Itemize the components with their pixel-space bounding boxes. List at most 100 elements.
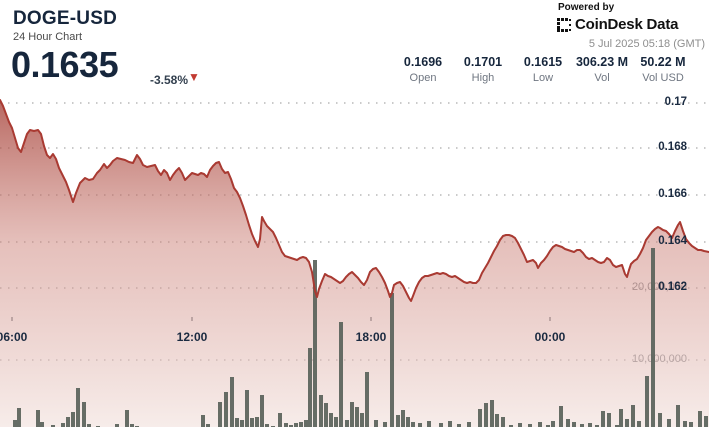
stat-vol-usd-label: Vol USD <box>642 72 684 84</box>
volume-bar <box>365 372 369 427</box>
y-axis-price-label: 0.17 <box>664 96 687 108</box>
volume-bar <box>13 420 17 427</box>
volume-bar <box>619 409 623 427</box>
volume-bar <box>61 423 65 427</box>
volume-bar <box>383 422 387 427</box>
volume-bar <box>76 388 80 427</box>
volume-bar <box>115 424 119 427</box>
coindesk-logo-icon <box>557 17 571 32</box>
stat-vol-usd: 50.22 M Vol USD <box>640 55 685 84</box>
volume-bar <box>607 413 611 427</box>
volume-bar <box>87 424 91 427</box>
volume-bar <box>355 407 359 427</box>
volume-bar <box>546 425 550 427</box>
stat-low: 0.1615 Low <box>524 55 562 84</box>
volume-bar <box>631 405 635 427</box>
stat-vol: 306.23 M Vol <box>576 55 628 84</box>
volume-bar <box>284 423 288 427</box>
price-change-percent: -3.58% <box>150 73 189 87</box>
brand-block: Powered by CoinDesk Data <box>557 2 707 33</box>
volume-bar <box>698 411 702 427</box>
volume-bar <box>601 411 605 427</box>
volume-bar <box>17 408 21 427</box>
volume-bar <box>299 422 303 427</box>
volume-bar <box>339 322 343 427</box>
volume-bar <box>235 418 239 427</box>
volume-bar <box>360 413 364 427</box>
volume-bar <box>595 425 599 427</box>
stat-high-label: High <box>471 72 495 84</box>
volume-bar <box>66 417 70 427</box>
brand-name: CoinDesk Data <box>575 16 679 33</box>
volume-bar <box>294 423 298 427</box>
volume-bar <box>230 377 234 427</box>
volume-bar <box>401 410 405 427</box>
stat-open-value: 0.1696 <box>403 55 443 69</box>
volume-bar <box>36 410 40 427</box>
volume-bar <box>538 422 542 427</box>
volume-bar <box>615 425 619 427</box>
volume-bar <box>559 406 563 427</box>
volume-bar <box>572 422 576 427</box>
volume-bar <box>71 412 75 427</box>
volume-bar <box>345 420 349 427</box>
volume-bar <box>501 417 505 427</box>
volume-bar <box>667 419 671 427</box>
volume-bar <box>390 293 394 427</box>
volume-bar <box>374 420 378 427</box>
volume-bar <box>439 423 443 427</box>
stat-vol-value: 306.23 M <box>575 55 629 69</box>
price-line <box>0 99 709 302</box>
volume-bar <box>418 423 422 427</box>
volume-bar <box>250 418 254 427</box>
volume-bar <box>406 417 410 427</box>
volume-bar <box>313 260 317 427</box>
price-gridline <box>0 194 709 196</box>
price-area-fill <box>0 100 709 427</box>
y-axis-price-label: 0.166 <box>658 188 687 200</box>
volume-bar <box>683 421 687 427</box>
volume-bar <box>448 421 452 427</box>
stat-high: 0.1701 High <box>464 55 502 84</box>
volume-bar <box>304 420 308 427</box>
volume-bar <box>278 413 282 427</box>
volume-bar <box>676 405 680 427</box>
volume-bar <box>704 416 708 427</box>
volume-bar <box>396 415 400 427</box>
volume-bar <box>467 422 471 427</box>
volume-bar <box>427 421 431 427</box>
stat-low-value: 0.1615 <box>523 55 563 69</box>
y-axis-price-label: 0.164 <box>658 235 687 247</box>
stat-high-value: 0.1701 <box>463 55 503 69</box>
stat-open-label: Open <box>409 72 437 84</box>
volume-bar <box>206 424 210 427</box>
volume-bar <box>324 403 328 427</box>
volume-bar <box>551 421 555 427</box>
volume-bar <box>509 425 513 427</box>
volume-bar <box>625 419 629 427</box>
x-axis-time-label: 00:00 <box>534 330 566 344</box>
x-axis-time-label: 18:00 <box>355 330 387 344</box>
volume-bar <box>411 422 415 427</box>
volume-bar <box>484 403 488 427</box>
volume-bar <box>260 395 264 427</box>
volume-bar <box>566 419 570 427</box>
volume-bar <box>201 415 205 427</box>
volume-bar <box>308 348 312 427</box>
stat-low-label: Low <box>532 72 554 84</box>
powered-by-label: Powered by <box>558 2 615 13</box>
volume-bar <box>289 425 293 427</box>
volume-bar <box>40 422 44 427</box>
volume-bar <box>350 402 354 427</box>
volume-bar <box>478 409 482 427</box>
volume-bar <box>637 421 641 427</box>
y-axis-price-label: 0.168 <box>658 141 687 153</box>
down-triangle-icon: ▼ <box>188 70 200 84</box>
volume-bar <box>319 395 323 427</box>
chart-subtitle: 24 Hour Chart <box>13 31 83 43</box>
volume-bar <box>218 402 222 427</box>
volume-bar <box>588 423 592 427</box>
volume-bar <box>51 425 55 427</box>
volume-bar <box>490 400 494 427</box>
